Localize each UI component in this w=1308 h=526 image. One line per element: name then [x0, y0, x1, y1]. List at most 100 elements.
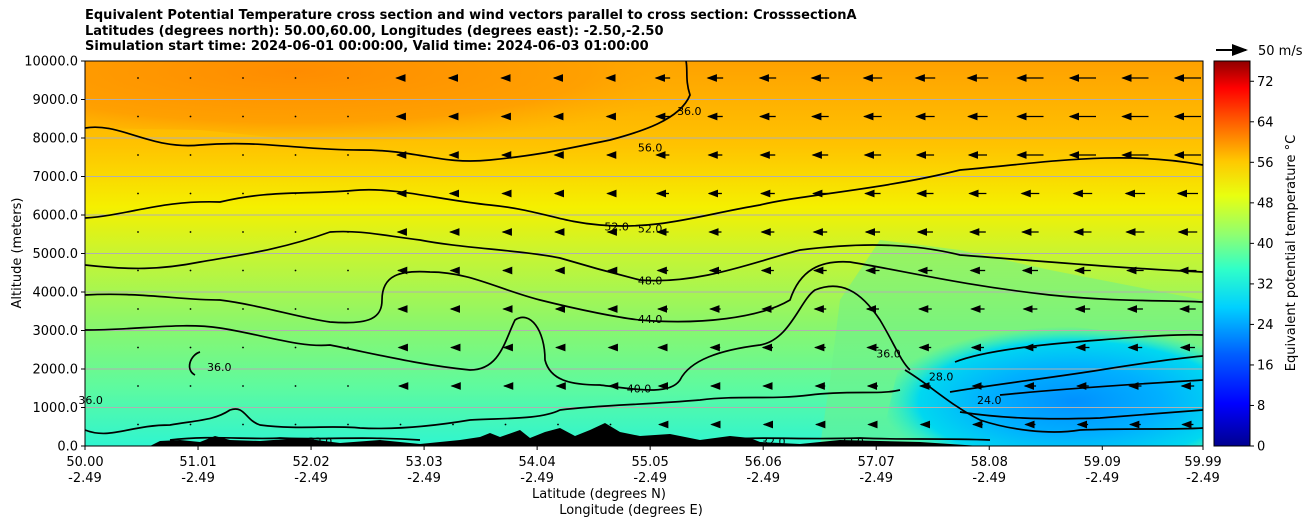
wind-vector [242, 115, 244, 118]
contour-40 [85, 285, 911, 391]
wind-vector [242, 423, 244, 426]
title-line-1: Equivalent Potential Temperature cross s… [85, 8, 857, 23]
wind-vector [242, 385, 244, 387]
x-tick-label-lon: -2.49 [859, 471, 893, 486]
wind-vector [242, 269, 244, 272]
y-axis-label: Altitude (meters) [10, 198, 25, 309]
wind-vector [294, 385, 297, 387]
colorbar-label: Equivalent potential temperature °C [1284, 135, 1299, 371]
chart-title: Equivalent Potential Temperature cross s… [85, 8, 857, 55]
contour-24 [949, 355, 1203, 420]
wind-vector [137, 115, 139, 118]
wind-vector [137, 423, 139, 426]
x-tick-label-lon: -2.49 [1186, 471, 1220, 486]
wind-vector [189, 385, 192, 387]
y-tick-label: 2000.0 [33, 363, 79, 378]
wind-vector [189, 308, 192, 310]
wind-vector [137, 308, 139, 310]
contour-label: 52.0 [638, 222, 663, 235]
x-tick-label-lon: -2.49 [181, 471, 215, 486]
colorbar-tick-label: 40 [1257, 237, 1274, 252]
x-axis: 50.00-2.4951.01-2.4952.02-2.4953.03-2.49… [66, 446, 1222, 486]
cold-region [880, 320, 1203, 446]
y-tick-label: 8000.0 [33, 132, 79, 147]
wind-vector [242, 192, 244, 195]
wind-vector [347, 346, 349, 349]
contour-52 [85, 157, 1203, 227]
colorbar-ticks: 0 8 16 24 32 40 48 56 64 72 [1250, 75, 1274, 455]
wind-vector [242, 346, 244, 349]
x-tick-label-lat: 51.01 [179, 455, 216, 470]
contour-label: 48.0 [638, 274, 663, 287]
wind-vector [189, 269, 192, 272]
contour-48 [85, 230, 1203, 282]
colorbar-tick-label: 56 [1257, 156, 1274, 171]
wind-vector [137, 231, 139, 233]
contour-label: 36.0 [677, 105, 702, 118]
wind-vector [137, 77, 139, 79]
y-tick-label: 7000.0 [33, 170, 79, 185]
y-tick-label: 0.0 [57, 440, 78, 455]
colorbar [1213, 60, 1251, 447]
wind-vector [294, 423, 297, 426]
title-line-3: Simulation start time: 2024-06-01 00:00:… [85, 39, 649, 54]
x-tick-label-lon: -2.49 [972, 471, 1006, 486]
contour-lines [85, 61, 1203, 441]
wind-vector [189, 231, 192, 233]
y-tick-label: 10000.0 [24, 55, 78, 70]
wind-vector [189, 423, 192, 426]
wind-vector [452, 423, 454, 426]
wind-vector [347, 192, 349, 195]
contour-44 [85, 260, 1203, 324]
wind-vector [347, 308, 349, 310]
colorbar-tick-label: 8 [1257, 399, 1265, 414]
wind-vector [399, 423, 402, 426]
wind-vector [294, 308, 297, 310]
wind-vector [189, 192, 192, 195]
contour-label: 44.0 [638, 313, 663, 326]
title-line-2: Latitudes (degrees north): 50.00,60.00, … [85, 23, 664, 39]
x-tick-label-lon: -2.49 [294, 471, 328, 486]
x-tick-label-lat: 58.08 [971, 455, 1008, 470]
colorbar-tick-label: 32 [1257, 277, 1274, 292]
x-axis-label-lat: Latitude (degrees N) [532, 487, 666, 502]
y-tick-label: 6000.0 [33, 209, 79, 224]
wind-vector [347, 269, 349, 272]
x-tick-label-lat: 50.00 [66, 455, 103, 470]
wind-vector [189, 115, 192, 118]
contour-32-low [169, 436, 991, 441]
x-tick-label-lat: 57.07 [858, 455, 895, 470]
wind-vector [347, 231, 349, 233]
contour-label: 40.0 [627, 382, 652, 395]
contour-36-west [188, 351, 201, 376]
wind-vector [189, 77, 192, 79]
wind-vector [242, 231, 244, 233]
wind-vector [294, 77, 297, 79]
upper-orange-region [85, 61, 685, 165]
wind-vector [294, 115, 297, 118]
wind-vector [347, 115, 349, 118]
x-tick-label-lat: 59.09 [1084, 455, 1121, 470]
x-tick-label-lat: 52.02 [292, 455, 329, 470]
x-axis-label-lon: Longitude (degrees E) [559, 503, 703, 518]
contour-36-low [85, 389, 901, 435]
colorbar-tick-label: 16 [1257, 358, 1274, 373]
wind-vector [609, 423, 612, 426]
contour-label: 32.0 [308, 435, 333, 448]
wind-vectors [137, 74, 1201, 429]
x-tick-label-lon: -2.49 [633, 471, 667, 486]
contour-label: 32.0 [761, 435, 786, 448]
wind-vector [294, 154, 297, 156]
gridlines [85, 99, 1203, 408]
contour-label: 36.0 [207, 361, 232, 374]
wind-vector [557, 423, 559, 426]
wind-vector [504, 423, 507, 426]
wind-vector [242, 77, 244, 79]
colorbar-tick-label: 24 [1257, 318, 1274, 333]
contour-28 [904, 333, 1203, 433]
x-tick-label-lat: 55.05 [632, 455, 669, 470]
wind-vector [137, 346, 139, 349]
x-tick-label-lon: -2.49 [520, 471, 554, 486]
wind-vector [189, 154, 192, 156]
y-tick-label: 1000.0 [33, 401, 79, 416]
